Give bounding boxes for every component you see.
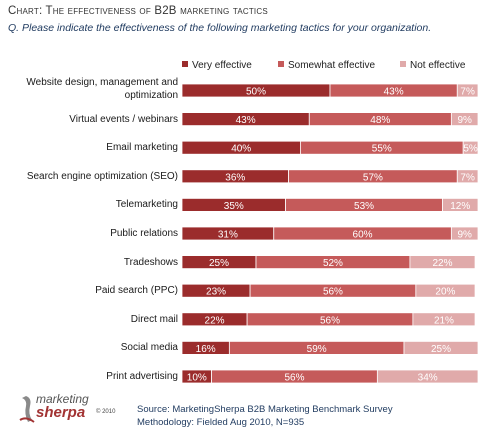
legend-label: Somewhat effective bbox=[288, 60, 376, 71]
category-label: Email marketing bbox=[106, 142, 178, 154]
data-label: 56% bbox=[284, 373, 304, 384]
data-label: 5% bbox=[463, 144, 478, 155]
data-label: 7% bbox=[460, 87, 475, 98]
data-label: 7% bbox=[460, 172, 475, 183]
legend-swatch bbox=[278, 61, 284, 67]
data-label: 35% bbox=[224, 201, 244, 212]
chart-question: Q. Please indicate the effectiveness of … bbox=[8, 22, 432, 34]
legend-swatch bbox=[400, 61, 406, 67]
data-label: 40% bbox=[231, 144, 251, 155]
data-label: 56% bbox=[320, 315, 340, 326]
category-label: Telemarketing bbox=[115, 199, 178, 211]
category-label: Tradeshows bbox=[123, 256, 178, 268]
legend-item-very-effective: Very effective bbox=[182, 60, 252, 72]
bar-segment bbox=[456, 83, 479, 98]
category-label: Social media bbox=[120, 342, 178, 354]
data-label: 60% bbox=[353, 230, 373, 241]
data-label: 22% bbox=[432, 258, 452, 269]
bar-segment bbox=[442, 197, 479, 212]
source-note: Source: MarketingSherpa B2B Marketing Be… bbox=[137, 403, 393, 429]
data-label: 9% bbox=[457, 115, 472, 126]
data-label: 31% bbox=[218, 230, 238, 241]
bar-segment bbox=[462, 140, 479, 155]
marketingsherpa-logo bbox=[12, 390, 122, 430]
logo-text-marketing: marketing bbox=[36, 392, 89, 406]
legend-item-not-effective: Not effective bbox=[400, 60, 465, 72]
legend-swatch bbox=[182, 61, 188, 67]
source-line: Source: MarketingSherpa B2B Marketing Be… bbox=[137, 404, 393, 415]
data-label: 48% bbox=[370, 115, 390, 126]
data-label: 21% bbox=[434, 315, 454, 326]
data-label: 52% bbox=[323, 258, 343, 269]
methodology-line: Methodology: Fielded Aug 2010, N=935 bbox=[137, 417, 305, 428]
category-label: Virtual events / webinars bbox=[69, 113, 178, 125]
data-label: 43% bbox=[236, 115, 256, 126]
data-label: 9% bbox=[457, 230, 472, 241]
data-label: 20% bbox=[435, 287, 455, 298]
data-label: 12% bbox=[450, 201, 470, 212]
data-label: 55% bbox=[372, 144, 392, 155]
data-label: 23% bbox=[206, 287, 226, 298]
chart-title: Chart: The effectiveness of B2B marketin… bbox=[8, 5, 268, 17]
data-label: 56% bbox=[323, 287, 343, 298]
data-label: 43% bbox=[384, 87, 404, 98]
bar-segment bbox=[450, 226, 479, 241]
data-label: 22% bbox=[205, 315, 225, 326]
category-label: Direct mail bbox=[130, 313, 178, 325]
data-label: 57% bbox=[363, 172, 383, 183]
data-label: 34% bbox=[418, 373, 438, 384]
category-label: Print advertising bbox=[106, 371, 178, 382]
data-label: 53% bbox=[354, 201, 374, 212]
bar-segment bbox=[409, 255, 476, 270]
data-label: 16% bbox=[196, 344, 216, 355]
logo-copyright: © 2010 bbox=[96, 409, 116, 415]
category-label: Public relations bbox=[110, 228, 178, 239]
data-label: 36% bbox=[225, 172, 245, 183]
data-label: 50% bbox=[246, 87, 266, 98]
data-label: 10% bbox=[187, 373, 207, 384]
bar-segment bbox=[450, 112, 479, 126]
data-label: 59% bbox=[307, 344, 327, 355]
bar-segment bbox=[456, 169, 479, 184]
bar-segment bbox=[412, 312, 476, 327]
logo-text-sherpa: sherpa bbox=[36, 404, 86, 421]
legend-label: Very effective bbox=[192, 60, 252, 71]
category-label: Search engine optimization (SEO) bbox=[26, 170, 178, 182]
legend-item-somewhat-effective: Somewhat effective bbox=[278, 60, 375, 72]
bar-segment bbox=[403, 340, 479, 355]
sherpa-figure-icon bbox=[19, 396, 35, 423]
category-label: Website design, management and optimizat… bbox=[26, 76, 178, 101]
category-label: Paid search (PPC) bbox=[95, 285, 178, 297]
bar-segment bbox=[376, 369, 479, 384]
bar-segment bbox=[415, 283, 476, 298]
data-label: 25% bbox=[431, 344, 451, 355]
legend-label: Not effective bbox=[410, 60, 466, 71]
data-label: 25% bbox=[209, 258, 229, 269]
